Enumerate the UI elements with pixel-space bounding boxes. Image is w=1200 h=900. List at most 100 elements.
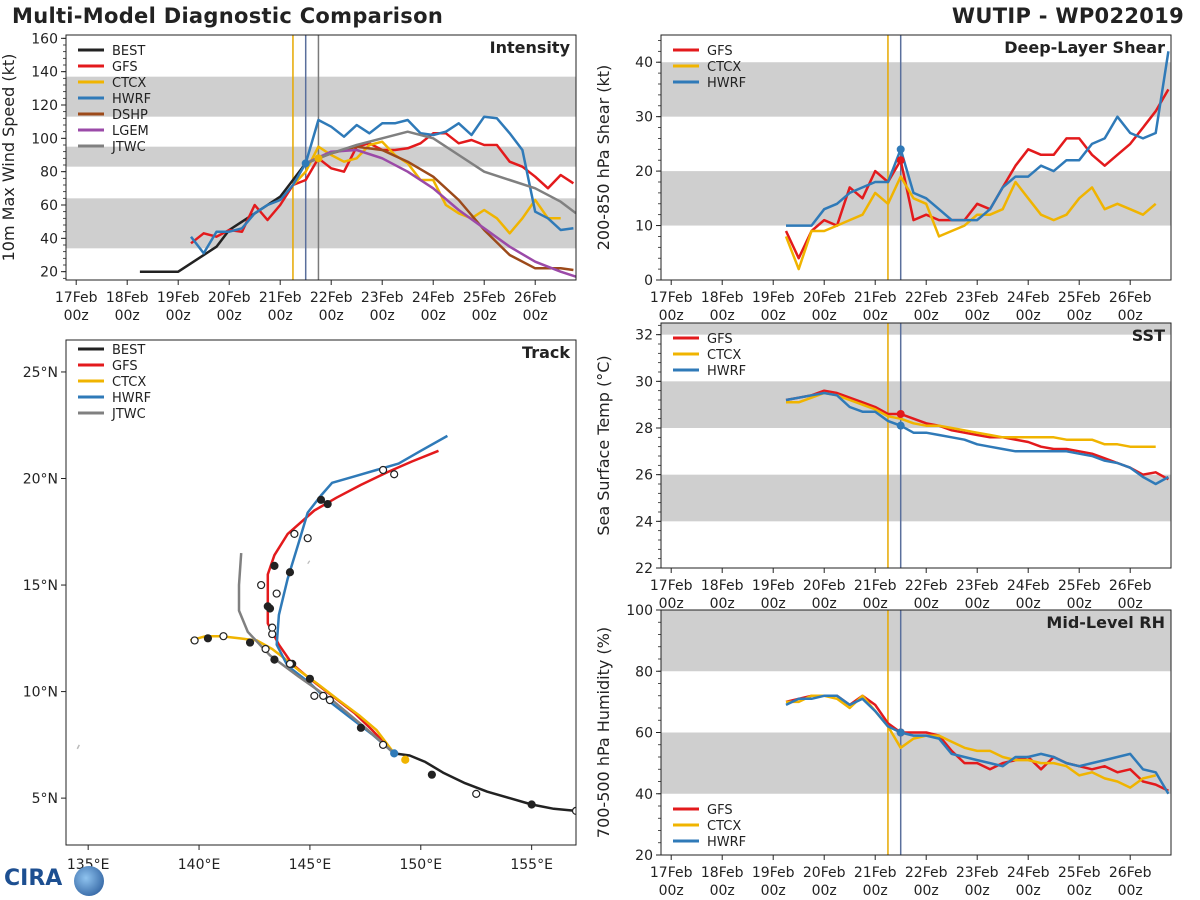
track-position-marker — [378, 740, 388, 749]
intensity-xtick-date: 26Feb — [514, 290, 557, 306]
intensity-series-best — [139, 162, 307, 273]
rh-band-1 — [661, 610, 1171, 672]
rh-plot-area — [661, 610, 1171, 855]
rh-xtick-date: 24Feb — [1007, 865, 1050, 881]
track-position-marker — [265, 604, 275, 613]
rh-xtick-hour: 00z — [1067, 883, 1092, 899]
track-title: Track — [522, 343, 570, 362]
shear-xtick-hour: 00z — [812, 308, 837, 324]
intensity-frame — [65, 34, 577, 281]
track-position-marker — [527, 800, 536, 809]
sst-legend-label: GFS — [707, 332, 733, 347]
shear-xtick-date: 18Feb — [701, 290, 744, 306]
sst-band-1 — [661, 381, 1171, 428]
shear-ytick-label: 30 — [635, 110, 653, 126]
intensity-init-point — [301, 159, 310, 168]
sst-title: SST — [1132, 326, 1165, 345]
intensity-ytick-label: 120 — [31, 98, 58, 114]
shear-ylabel: 200-850 hPa Shear (kt) — [594, 65, 613, 251]
track-position-marker — [305, 674, 315, 683]
shear-xtick-hour: 00z — [659, 308, 684, 324]
shear-init-point-hwrf — [896, 145, 905, 154]
intensity-panel: 20 40 60 80 100 120 140 160 17Feb 00z 18Feb 00z 19Fe… — [0, 31, 577, 324]
track-series-gfs — [266, 449, 439, 755]
intensity-series-lgem — [305, 148, 576, 278]
sst-xtick-hour: 00z — [812, 596, 837, 612]
sst-ylabel: Sea Surface Temp (°C) — [594, 355, 613, 535]
track-position-marker — [257, 580, 266, 590]
shear-xtick-hour: 00z — [1016, 308, 1041, 324]
track-legend-label: JTWC — [111, 407, 146, 422]
island-mark — [307, 560, 311, 565]
intensity-xtick-date: 18Feb — [106, 290, 149, 306]
sst-xtick-hour: 00z — [965, 596, 990, 612]
track-position-marker — [270, 561, 279, 570]
rh-ytick-label: 100 — [626, 603, 653, 619]
intensity-ytick-label: 40 — [40, 231, 58, 247]
rh-xtick-date: 23Feb — [956, 865, 999, 881]
rh-xtick-hour: 00z — [863, 883, 888, 899]
sst-xtick-date: 21Feb — [854, 578, 897, 594]
sst-xtick-hour: 00z — [659, 596, 684, 612]
shear-xtick-date: 23Feb — [956, 290, 999, 306]
track-legend-label: CTCX — [112, 375, 146, 390]
track-position-marker — [390, 470, 399, 479]
track-position-marker — [325, 696, 334, 705]
rh-xtick-hour: 00z — [1016, 883, 1041, 899]
intensity-xtick-date: 25Feb — [463, 290, 506, 306]
track-position-marker — [285, 568, 295, 577]
rh-legend-label: GFS — [707, 803, 733, 818]
sst-init-point-gfs — [896, 410, 905, 418]
track-plot-area — [76, 434, 576, 816]
track-position-marker — [401, 755, 410, 764]
track-ytick-label: 25°N — [23, 365, 58, 381]
sst-ytick-label: 22 — [635, 561, 653, 577]
rh-xtick-date: 25Feb — [1058, 865, 1101, 881]
track-ytick-label: 10°N — [23, 685, 58, 701]
shear-ytick-label: 0 — [644, 273, 653, 289]
track-ytick-label: 20°N — [23, 472, 58, 488]
shear-band-1 — [661, 62, 1171, 117]
track-position-marker — [310, 691, 319, 700]
track-position-marker — [219, 632, 228, 641]
track-position-marker — [268, 623, 277, 632]
sst-frame — [660, 322, 1172, 569]
intensity-xtick-date: 22Feb — [310, 290, 353, 306]
track-position-marker — [270, 655, 279, 664]
track-position-marker — [390, 749, 399, 758]
track-position-marker — [245, 638, 255, 647]
rh-xtick-date: 22Feb — [905, 865, 948, 881]
shear-xtick-date: 17Feb — [650, 290, 693, 306]
intensity-title: Intensity — [490, 38, 571, 57]
track-position-marker — [285, 659, 295, 668]
intensity-legend-label: HWRF — [112, 92, 151, 107]
track-legend-label: HWRF — [112, 391, 151, 406]
track-xtick-label: 155°E — [510, 857, 553, 873]
sst-series-gfs — [785, 389, 1170, 481]
track-position-marker — [319, 691, 328, 700]
rh-ytick-label: 40 — [635, 787, 653, 803]
shear-ytick-label: 10 — [635, 219, 653, 235]
rh-band-0 — [661, 732, 1171, 794]
rh-xtick-date: 26Feb — [1109, 865, 1152, 881]
shear-legend-label: CTCX — [707, 60, 741, 75]
sst-ytick-label: 26 — [635, 468, 653, 484]
rh-xtick-date: 21Feb — [854, 865, 897, 881]
track-series-jtwc — [237, 553, 396, 755]
track-position-marker — [571, 806, 576, 816]
rh-xtick-hour: 00z — [965, 883, 990, 899]
shear-xtick-hour: 00z — [1118, 308, 1143, 324]
intensity-xtick-date: 20Feb — [208, 290, 251, 306]
intensity-xtick-date: 21Feb — [259, 290, 302, 306]
intensity-band-2 — [66, 76, 576, 117]
track-frame — [65, 339, 577, 846]
cira-logo: CIRA — [4, 866, 63, 891]
track-position-marker — [290, 529, 299, 539]
sst-xtick-date: 20Feb — [803, 578, 846, 594]
rh-ytick-label: 80 — [635, 664, 653, 680]
rh-panel: 20 40 60 80 100 17Feb 00z 18Feb 00z 19Feb 00z 20Feb… — [594, 603, 1172, 899]
rh-xtick-hour: 00z — [659, 883, 684, 899]
intensity-ytick-label: 140 — [31, 65, 58, 81]
sst-xtick-hour: 00z — [1016, 596, 1041, 612]
rh-legend-label: HWRF — [707, 835, 746, 850]
